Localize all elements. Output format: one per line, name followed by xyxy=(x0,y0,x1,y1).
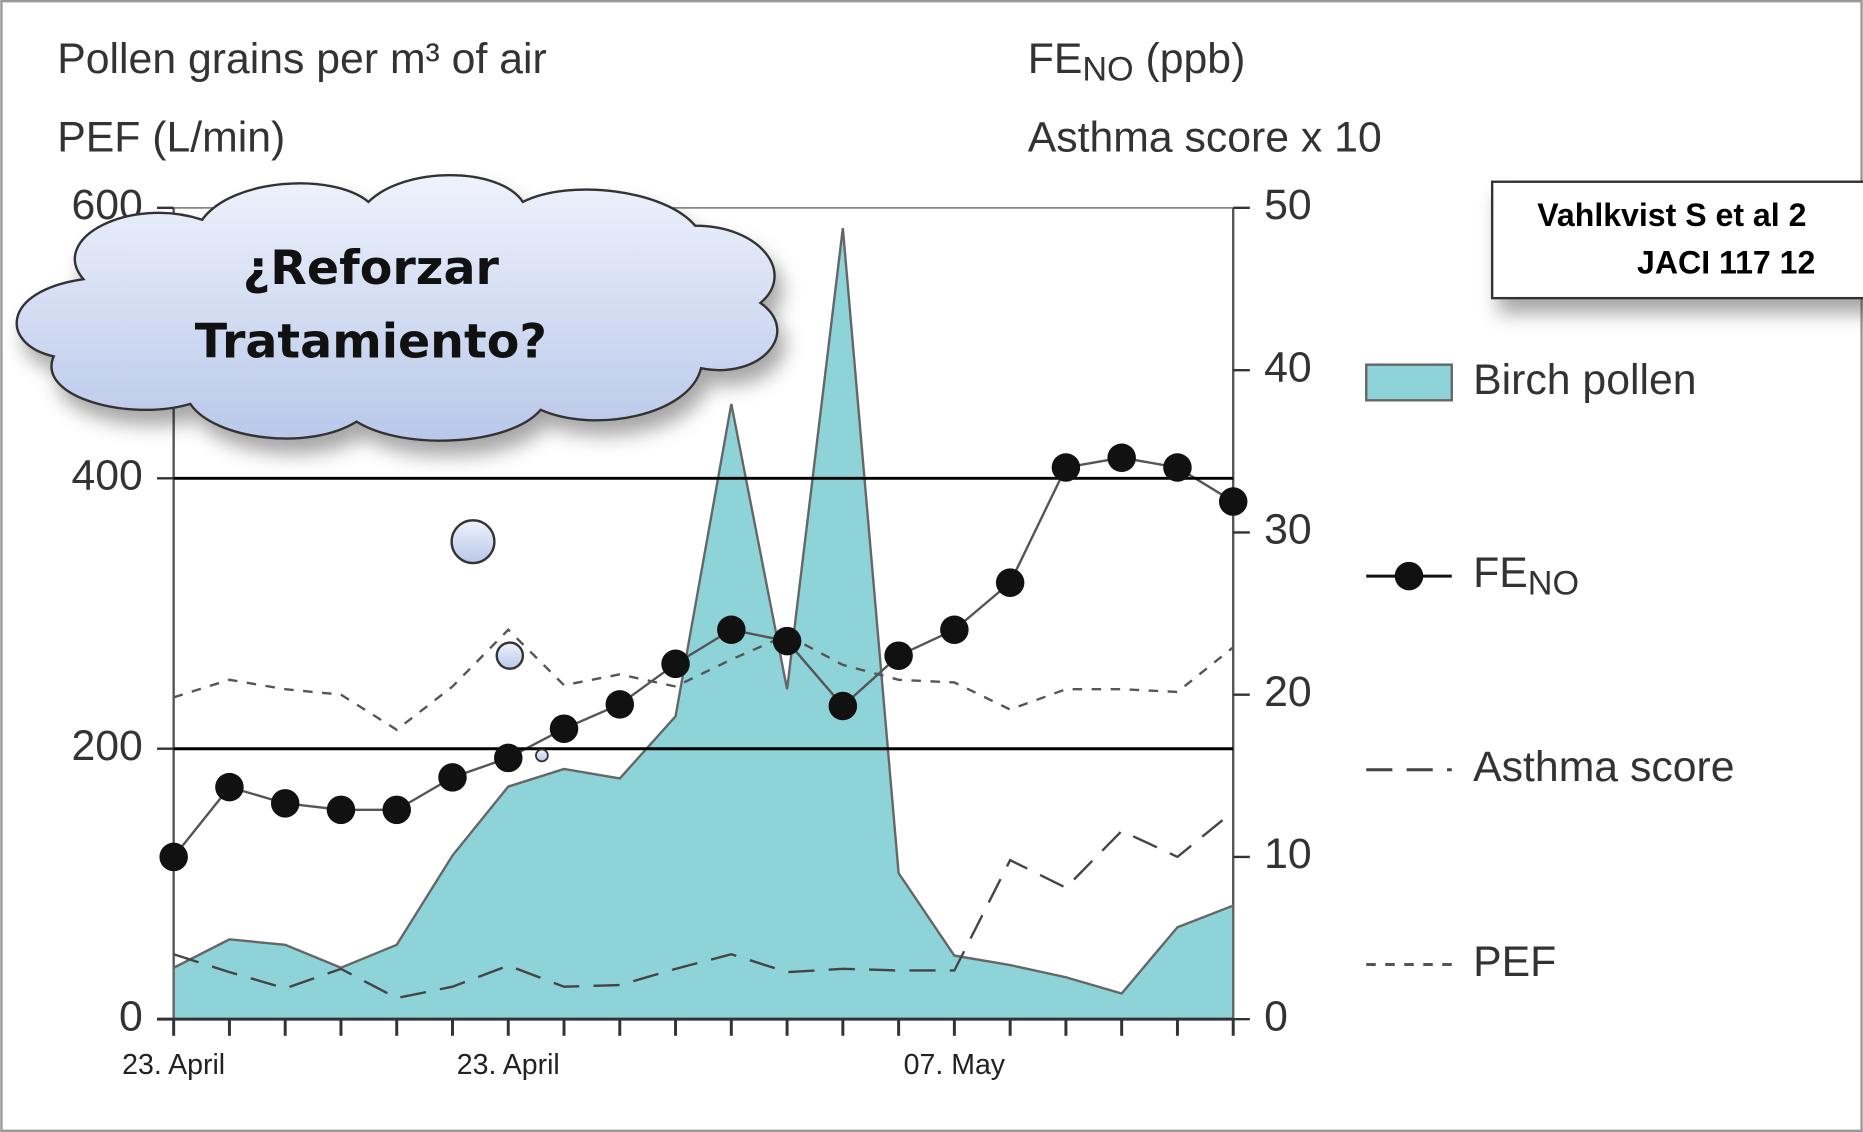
slide: 02004006000102030405023. April23. April0… xyxy=(0,0,1863,1132)
y-axis-label: Pollen grains per m³ of air xyxy=(57,35,546,83)
legend-label: Asthma score xyxy=(1473,743,1734,791)
marker xyxy=(606,690,635,719)
citation-text: Vahlkvist S et al 2 xyxy=(1537,197,1806,233)
marker xyxy=(717,615,746,644)
marker xyxy=(884,641,913,670)
y-tick-label: 200 xyxy=(71,722,142,770)
thought-bubble xyxy=(497,643,523,669)
callout-text: Tratamiento? xyxy=(195,314,547,369)
marker xyxy=(494,744,523,773)
marker xyxy=(1107,443,1136,472)
y2-tick-label: 20 xyxy=(1264,668,1312,716)
y2-tick-label: 30 xyxy=(1264,506,1312,554)
marker xyxy=(1052,453,1081,482)
marker xyxy=(773,627,802,656)
marker xyxy=(661,650,690,679)
x-tick-label: 23. April xyxy=(122,1049,225,1081)
y2-tick-label: 50 xyxy=(1264,181,1312,229)
x-tick-label: 23. April xyxy=(457,1049,560,1081)
y2-axis-label: FENO (ppb) xyxy=(1028,35,1246,88)
cloud xyxy=(17,175,778,440)
marker xyxy=(327,796,356,825)
callout xyxy=(17,175,778,440)
marker xyxy=(438,763,467,792)
citation-text: JACI 117 12 xyxy=(1637,244,1815,280)
x-tick-label: 07. May xyxy=(904,1049,1006,1081)
y-tick-label: 400 xyxy=(71,452,142,500)
marker xyxy=(215,773,244,802)
y2-axis-label: Asthma score x 10 xyxy=(1028,113,1382,161)
thought-bubble xyxy=(452,520,495,563)
callout-text: ¿Reforzar xyxy=(243,241,500,296)
legend-swatch xyxy=(1366,365,1452,401)
marker xyxy=(829,692,858,721)
thought-bubble xyxy=(536,750,548,762)
y2-tick-label: 0 xyxy=(1264,992,1288,1040)
marker xyxy=(550,714,579,743)
legend-label: PEF xyxy=(1473,938,1556,986)
legend-label: Birch pollen xyxy=(1473,356,1696,404)
y2-tick-label: 40 xyxy=(1264,343,1312,391)
marker xyxy=(1219,487,1248,516)
y-axis-label: PEF (L/min) xyxy=(57,113,285,161)
y-tick-label: 0 xyxy=(119,992,143,1040)
marker xyxy=(940,615,969,644)
marker xyxy=(271,789,300,818)
marker xyxy=(159,843,188,872)
legend-marker xyxy=(1395,562,1424,591)
y2-tick-label: 10 xyxy=(1264,830,1312,878)
marker xyxy=(996,568,1025,597)
marker xyxy=(1163,453,1192,482)
marker xyxy=(382,796,411,825)
